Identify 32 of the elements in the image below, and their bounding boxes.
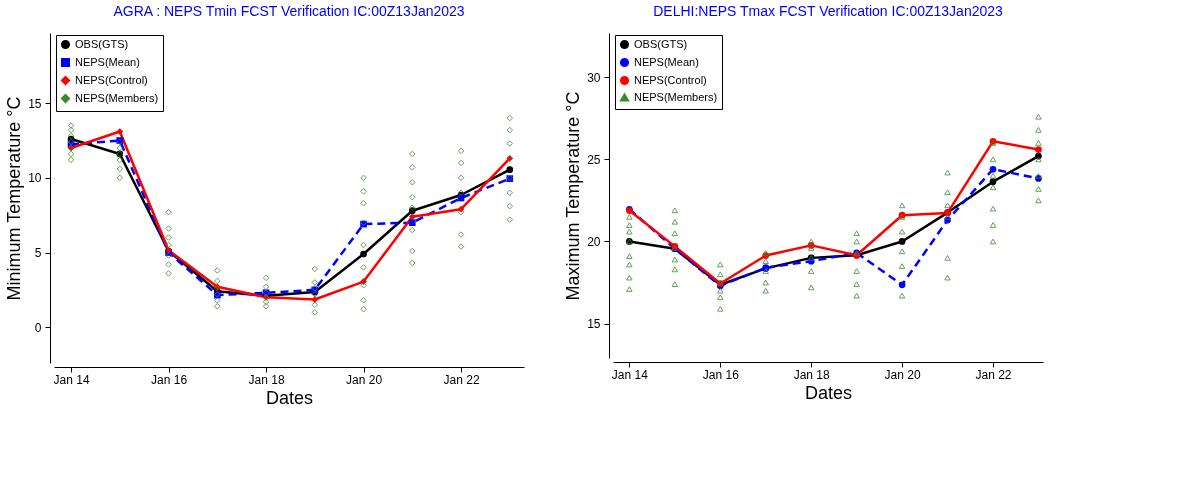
chart-title: DELHI:NEPS Tmax FCST Verification IC:00Z13Jan2023 [653,3,1004,19]
y-tick-label: 15 [587,317,601,332]
x-tick-label: Jan 22 [975,367,1012,382]
x-tick-label: Jan 20 [884,367,921,382]
legend-label: OBS(GTS) [75,37,129,50]
legend-label: NEPS(Members) [634,90,718,103]
x-tick-label: Jan 22 [443,372,480,387]
x-tick-label: Jan 14 [53,372,90,387]
legend-label: NEPS(Mean) [634,55,699,68]
y-tick-label: 0 [34,320,42,335]
x-tick-label: Jan 16 [702,367,740,382]
x-axis-title: Dates [265,387,314,408]
y-tick-label: 30 [587,70,601,85]
chart-title: AGRA : NEPS Tmin FCST Verification IC:00Z13Jan2023 [113,3,465,19]
y-axis-title: Maximum Temperature °C [563,91,584,301]
legend-label: NEPS(Members) [75,91,159,104]
y-tick-label: 5 [34,246,42,260]
y-tick-label: 25 [587,152,601,167]
legend-label: NEPS(Mean) [75,55,140,68]
legend-label: OBS(GTS) [634,37,688,50]
y-tick-label: 20 [587,234,601,249]
legend-label: NEPS(Control) [634,73,707,86]
x-tick-label: Jan 18 [793,367,831,382]
x-tick-label: Jan 18 [248,372,285,387]
y-tick-label: 10 [28,171,42,186]
y-axis-title: Minimum Temperature °C [4,96,25,301]
x-axis-title: Dates [804,382,853,403]
x-tick-label: Jan 20 [346,372,383,387]
x-tick-label: Jan 16 [151,372,188,387]
y-tick-label: 15 [28,96,42,111]
legend-label: NEPS(Control) [75,73,148,86]
x-tick-label: Jan 14 [611,367,649,382]
